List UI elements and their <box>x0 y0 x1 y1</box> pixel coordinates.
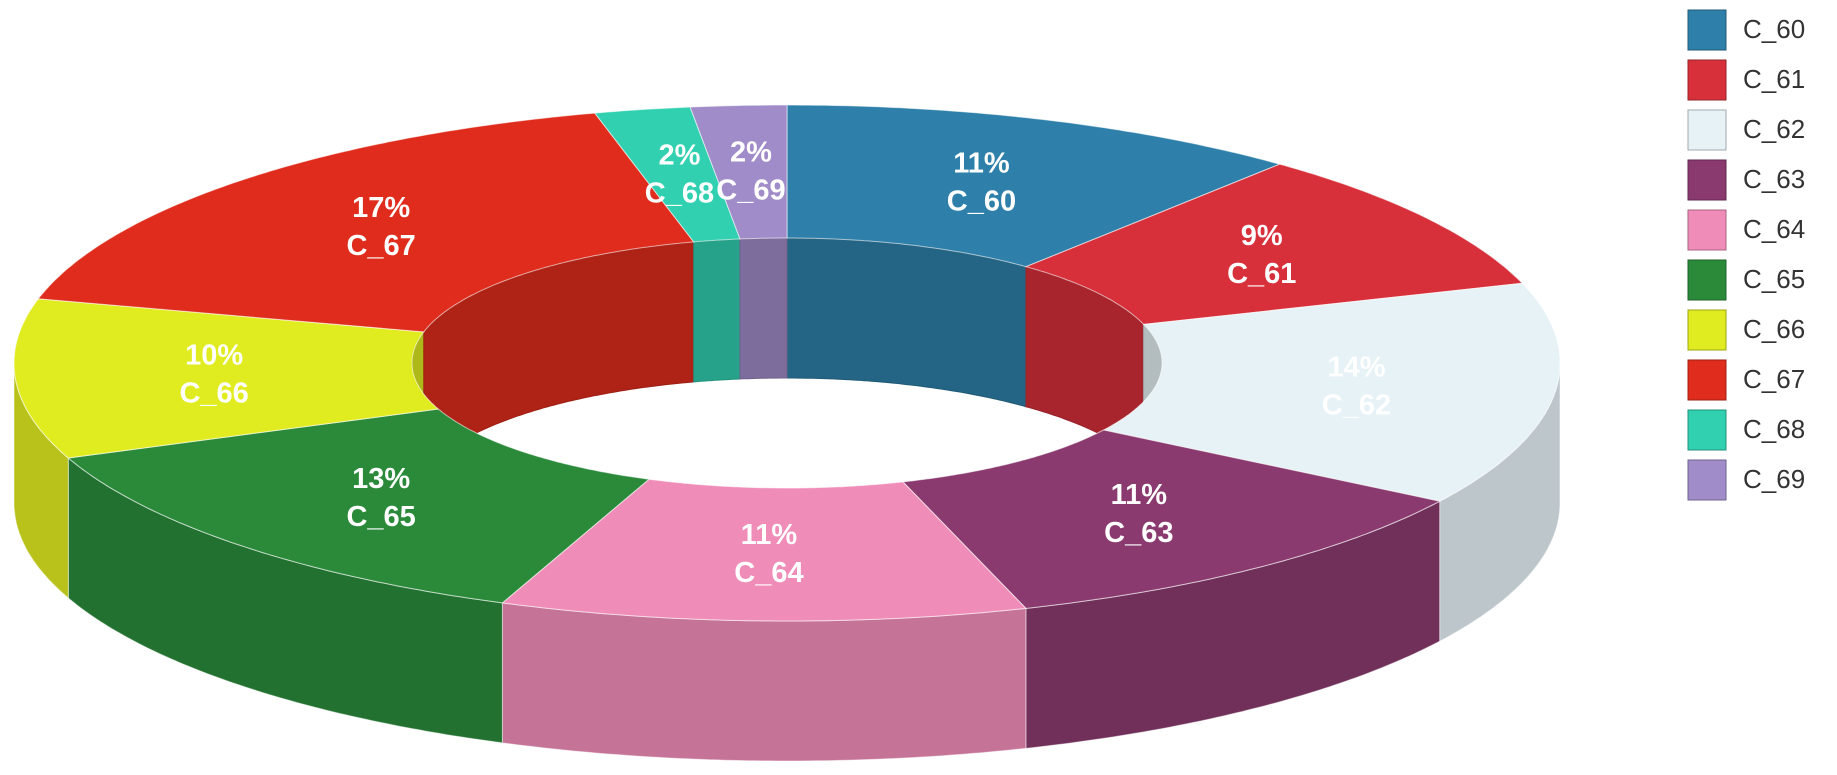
data-label: 17% <box>352 192 410 224</box>
data-label: 13% <box>352 463 410 495</box>
data-label: 9% <box>1241 220 1283 252</box>
legend-label: C_65 <box>1743 264 1805 294</box>
data-label: 2% <box>730 137 772 169</box>
legend: C_60 C_61 C_62 C_63 C_64 C_65 C_66 C_67 C_68 C_69 <box>1687 9 1805 501</box>
legend-label: C_66 <box>1743 314 1805 344</box>
slice-label: C_69 <box>716 175 785 207</box>
slice-label: C_67 <box>346 230 415 262</box>
legend-label: C_68 <box>1743 414 1805 444</box>
legend-label: C_63 <box>1743 164 1805 194</box>
slice <box>689 104 788 240</box>
labels: 11% C_60 9% C_61 14% C_62 11% C_63 11% C_64 13% C_6… <box>179 137 1391 590</box>
legend-swatch <box>1687 209 1727 251</box>
legend-label: C_64 <box>1743 214 1805 244</box>
legend-label: C_67 <box>1743 364 1805 394</box>
data-label: 10% <box>185 340 243 372</box>
slice-inner-wall <box>739 237 788 380</box>
legend-label: C_61 <box>1743 64 1805 94</box>
legend-label: C_62 <box>1743 114 1805 144</box>
legend-label: C_69 <box>1743 464 1805 494</box>
outer-walls <box>13 364 1561 762</box>
slice-label: C_66 <box>179 378 248 410</box>
data-label: 11% <box>953 147 1010 179</box>
legend-swatch <box>1687 359 1727 401</box>
legend-label: C_60 <box>1743 14 1805 44</box>
slice-label: C_60 <box>947 185 1016 217</box>
legend-swatch <box>1687 9 1727 51</box>
slice-label: C_63 <box>1104 517 1173 549</box>
slice-label: C_61 <box>1227 258 1296 290</box>
legend-swatch <box>1687 459 1727 501</box>
slice-label: C_68 <box>645 178 714 210</box>
data-label: 2% <box>658 140 700 172</box>
data-label: 11% <box>741 519 798 551</box>
data-label: 11% <box>1111 479 1168 511</box>
legend-swatch <box>1687 259 1727 301</box>
legend-swatch <box>1687 109 1727 151</box>
slice-label: C_64 <box>734 557 803 589</box>
legend-swatch <box>1687 159 1727 201</box>
slice-inner-wall <box>786 237 1027 408</box>
slice-inner-wall <box>693 238 741 383</box>
slice-outer-wall <box>501 602 1027 762</box>
legend-swatch <box>1687 409 1727 451</box>
slice-label: C_62 <box>1322 390 1391 422</box>
data-label: 14% <box>1327 352 1385 384</box>
inner-walls <box>411 237 1163 503</box>
legend-swatch <box>1687 59 1727 101</box>
legend-swatch <box>1687 309 1727 351</box>
top-faces <box>13 104 1561 622</box>
slice-label: C_65 <box>346 501 415 533</box>
